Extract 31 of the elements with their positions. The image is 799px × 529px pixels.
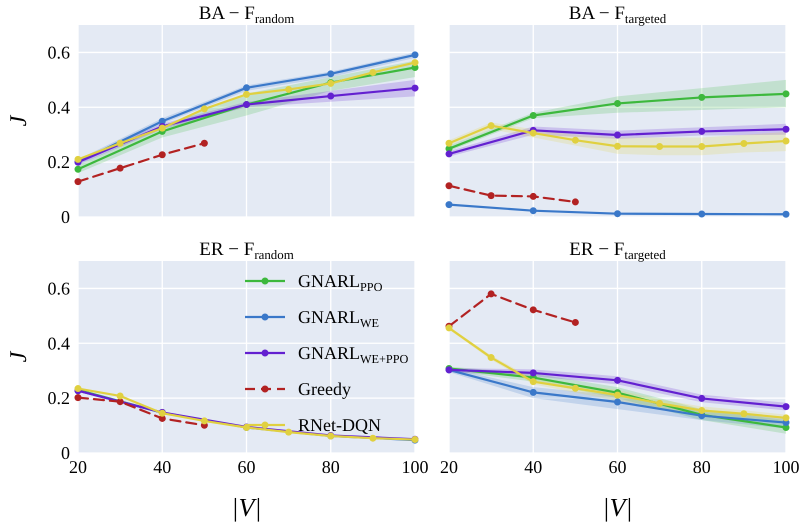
legend-label: Greedy xyxy=(298,379,351,399)
y-tick-label: 0.2 xyxy=(48,152,70,172)
x-tick-label: 80 xyxy=(322,457,340,477)
x-tick-label: 20 xyxy=(440,457,458,477)
y-axis-title: J xyxy=(6,114,32,126)
x-tick-label: 60 xyxy=(608,457,626,477)
x-axis-title: |V| xyxy=(602,493,633,522)
x-tick-label: 100 xyxy=(402,457,428,477)
x-tick-label: 20 xyxy=(69,457,87,477)
y-tick-label: 0.6 xyxy=(48,278,70,298)
x-tick-label: 80 xyxy=(692,457,711,477)
chart-title: ER − F$_{random}$ xyxy=(199,239,294,262)
legend-label: GNARL$_{WE}$ xyxy=(298,307,380,330)
y-tick-label: 0.4 xyxy=(48,333,70,354)
chart-title: BA − F$_{targeted}$ xyxy=(568,3,667,26)
legend-label: GNARL$_{PPO}$ xyxy=(298,271,383,294)
y-tick-label: 0.4 xyxy=(48,97,70,118)
x-tick-label: 40 xyxy=(524,457,542,477)
x-tick-label: 40 xyxy=(153,457,172,477)
x-tick-label: 100 xyxy=(772,457,799,477)
y-tick-label: 0.6 xyxy=(48,42,70,62)
chart-title: ER − F$_{targeted}$ xyxy=(569,239,666,262)
legend-label: RNet-DQN xyxy=(298,415,381,435)
y-tick-label: 0 xyxy=(61,443,70,463)
legend-label: GNARL$_{WE+PPO}$ xyxy=(298,343,409,366)
y-tick-label: 0.2 xyxy=(48,388,70,408)
y-tick-label: 0 xyxy=(61,207,70,227)
chart-title: BA − F$_{random}$ xyxy=(198,3,294,26)
x-axis-title: |V| xyxy=(231,493,262,522)
y-axis-title: J xyxy=(6,350,32,362)
x-tick-label: 60 xyxy=(238,457,256,477)
